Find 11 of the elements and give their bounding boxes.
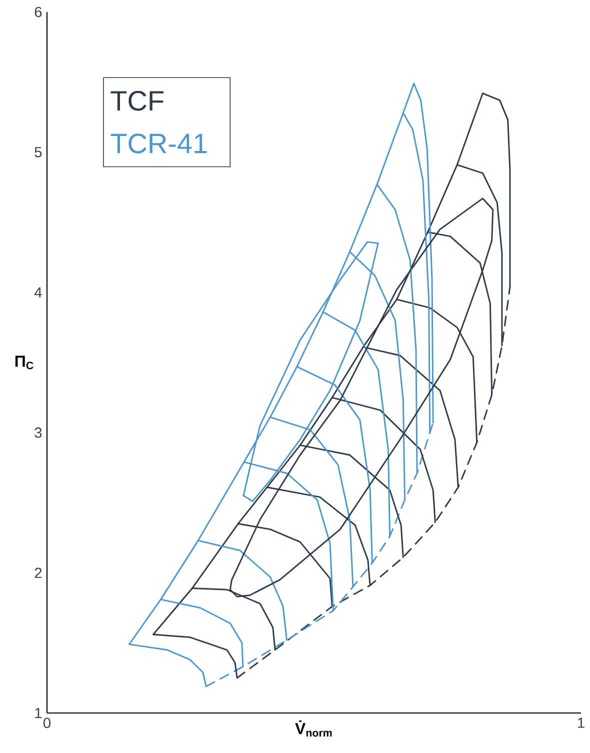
x-tick-label: 0 — [43, 718, 50, 728]
y-tick-label: 5 — [34, 147, 42, 158]
y-tick-label: 1 — [35, 708, 42, 718]
x-axis-title: V̇$_{norm}$ — [295, 720, 332, 737]
y-tick-label: 2 — [34, 568, 42, 578]
text: TCF — [110, 90, 164, 111]
y-axis-title: Π$_{C}$ — [15, 356, 34, 370]
text: TCR-41 — [110, 134, 207, 154]
y-tick-label: 6 — [34, 6, 42, 18]
y-tick-label: 4 — [34, 287, 42, 298]
y-tick-label: 3 — [34, 427, 42, 438]
